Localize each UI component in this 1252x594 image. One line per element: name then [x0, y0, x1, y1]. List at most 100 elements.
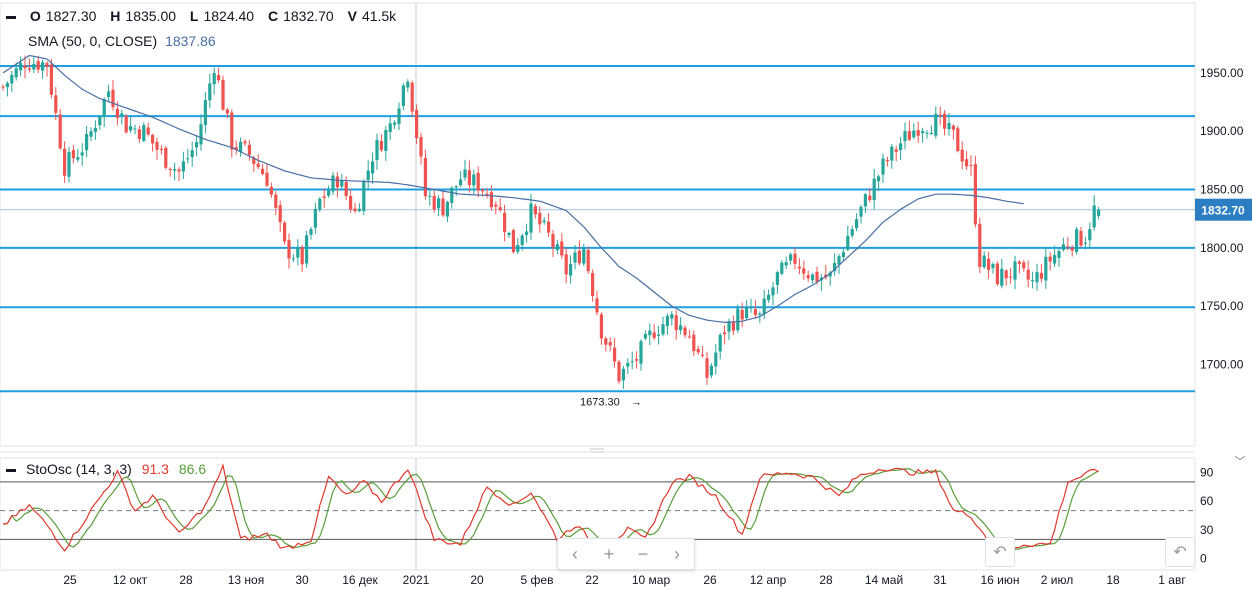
zoom-in-button[interactable]: +: [603, 543, 615, 564]
candle-body: [203, 100, 207, 125]
candle-body: [784, 262, 788, 266]
candle-body: [1009, 276, 1013, 278]
scroll-right-button[interactable]: ›: [674, 543, 680, 564]
ohlc-legend: O 1827.30 H 1835.00 L 1824.40 C 1832.70 V 41.…: [6, 7, 406, 25]
oscillator-k-value: 91.3: [141, 461, 169, 477]
candle-body: [111, 89, 115, 108]
candle-body: [472, 174, 476, 186]
candle-body: [467, 170, 471, 185]
candle-body: [283, 222, 287, 242]
candle-body: [516, 244, 520, 252]
candle-body: [340, 180, 344, 187]
candle-body: [1097, 209, 1101, 216]
candle-body: [10, 74, 14, 84]
candle-body: [1075, 229, 1079, 252]
candle-body: [85, 133, 89, 151]
candle-body: [1004, 270, 1008, 279]
candle-body: [410, 82, 414, 112]
candle-body: [397, 108, 401, 124]
candle-body: [582, 248, 586, 264]
candle-body: [344, 182, 348, 197]
candle-body: [388, 123, 392, 133]
candle-body: [828, 272, 832, 277]
annotations: 1673.30 →: [580, 397, 642, 409]
candle-body: [740, 309, 744, 320]
sma-legend[interactable]: SMA (50, 0, CLOSE) 1837.86: [28, 32, 216, 50]
x-tick-label: 28: [819, 573, 833, 587]
candle-body: [674, 315, 678, 331]
candle-body: [899, 143, 903, 151]
candle-body: [318, 198, 322, 210]
candle-body: [925, 132, 929, 134]
x-tick-label: 2021: [403, 573, 430, 587]
candle-body: [696, 348, 700, 353]
candle-body: [327, 190, 331, 196]
undo-icon: ↶: [1173, 544, 1187, 561]
candle-body: [1013, 261, 1017, 280]
candle-body: [621, 368, 625, 381]
candle-body: [129, 126, 133, 131]
oscillator-d-value: 86.6: [178, 461, 207, 477]
candle-body: [252, 157, 256, 164]
candle-body: [714, 352, 718, 367]
candle-body: [855, 219, 859, 229]
candle-body: [27, 68, 31, 70]
osc-y-tick-label: 0: [1200, 552, 1207, 566]
x-tick-label: 18: [1106, 573, 1120, 587]
zoom-out-button[interactable]: −: [637, 543, 649, 564]
candle-body: [503, 212, 507, 233]
candle-body: [164, 147, 168, 168]
reset-scale-button[interactable]: ↶: [1165, 537, 1195, 567]
x-tick-label: 13 ноя: [228, 573, 264, 587]
candle-body: [393, 122, 397, 125]
candle-body: [489, 192, 493, 208]
candle-body: [833, 262, 837, 272]
candle-body: [573, 252, 577, 263]
candle-body: [423, 158, 427, 197]
y-tick-label: 1700.00: [1200, 357, 1244, 371]
open-value: 1827.30: [45, 8, 97, 24]
low-label: L: [189, 8, 199, 24]
candle-body: [577, 250, 581, 264]
candle-body: [177, 169, 181, 172]
candle-body: [604, 338, 608, 345]
candle-body: [357, 208, 361, 212]
candle-body: [239, 141, 243, 152]
candle-body: [146, 127, 150, 135]
collapse-series-icon[interactable]: [6, 15, 16, 19]
x-tick-label: 16 июн: [980, 573, 1019, 587]
scroll-left-button[interactable]: ‹: [572, 543, 578, 564]
close-label: C: [267, 8, 279, 24]
y-tick-label: 1750.00: [1200, 299, 1244, 313]
candle-body: [903, 131, 907, 142]
x-tick-label: 31: [933, 573, 947, 587]
candle-body: [494, 204, 498, 207]
y-tick-label: 1900.00: [1200, 124, 1244, 138]
candle-body: [705, 358, 709, 378]
candle-body: [850, 229, 854, 236]
candle-body: [375, 139, 379, 161]
candle-body: [520, 235, 524, 245]
candle-body: [419, 137, 423, 157]
candle-body: [353, 208, 357, 212]
undo-icon: ↶: [993, 544, 1007, 561]
candle-body: [635, 359, 639, 361]
candle-body: [1039, 272, 1043, 279]
collapse-pane-icon[interactable]: ﹀: [1234, 456, 1246, 468]
x-tick-label: 20: [470, 573, 484, 587]
current-price-badge: [1195, 198, 1252, 221]
candle-body: [767, 294, 771, 301]
candle-body: [32, 63, 36, 70]
oscillator-legend[interactable]: StoOsc (14, 3, 3) 91.3 86.6: [6, 460, 206, 478]
candle-body: [58, 114, 62, 149]
sma-label: SMA (50, 0, CLOSE): [28, 33, 158, 49]
reset-chart-button[interactable]: ↶: [985, 537, 1015, 567]
volume-value: 41.5k: [361, 8, 397, 24]
collapse-oscillator-icon[interactable]: [6, 468, 16, 472]
candle-body: [63, 148, 67, 176]
x-tick-label: 14 май: [865, 573, 903, 587]
horizontal-levels: [0, 64, 1195, 393]
candle-body: [709, 365, 713, 376]
candle-body: [1, 86, 5, 88]
